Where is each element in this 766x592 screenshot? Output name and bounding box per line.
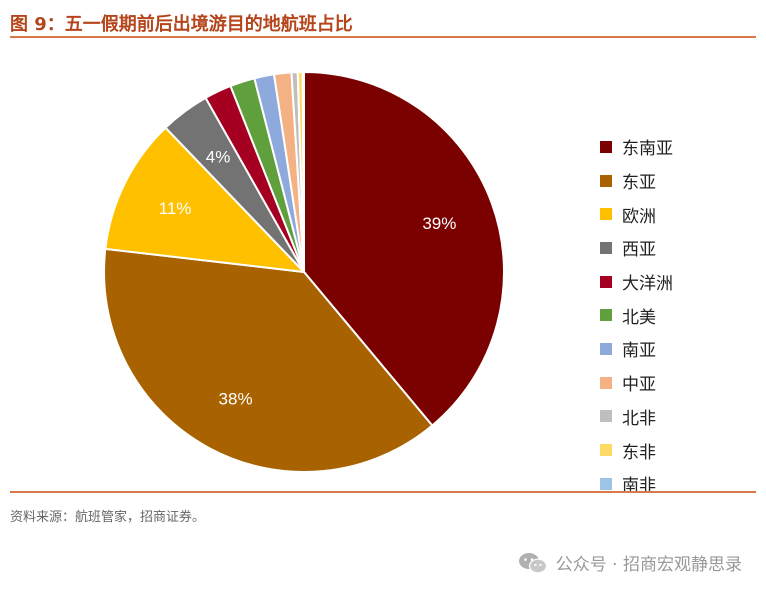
legend-label: 南亚 bbox=[622, 341, 656, 362]
pie-label-0: 39% bbox=[422, 214, 456, 233]
pie-slice-1 bbox=[103, 247, 434, 473]
legend-item: 南非 bbox=[600, 467, 673, 501]
wechat-icon bbox=[518, 552, 547, 573]
legend-item: 东南亚 bbox=[600, 130, 673, 164]
title-divider bbox=[10, 36, 756, 38]
chart-title: 图 9：五一假期前后出境游目的地航班占比 bbox=[10, 14, 353, 35]
legend-swatch bbox=[600, 275, 612, 288]
legend-item: 西亚 bbox=[600, 231, 673, 265]
pie-label-1: 38% bbox=[219, 390, 253, 409]
watermark: 公众号 · 招商宏观静思录 bbox=[518, 550, 742, 575]
pie-label-3: 4% bbox=[206, 147, 231, 166]
legend-swatch bbox=[600, 309, 612, 322]
legend-item: 东亚 bbox=[600, 164, 673, 198]
legend-swatch bbox=[600, 174, 612, 187]
legend-swatch bbox=[600, 410, 612, 423]
legend-swatch bbox=[600, 477, 612, 490]
pie-chart: 39% 38% 11% 4% bbox=[103, 70, 505, 473]
pie-label-2: 11% bbox=[159, 199, 192, 218]
legend-item: 东非 bbox=[600, 433, 673, 467]
chart-legend: 东南亚东亚欧洲西亚大洋洲北美南亚中亚北非东非南非 bbox=[600, 130, 673, 501]
legend-label: 中亚 bbox=[622, 375, 656, 396]
legend-item: 北美 bbox=[600, 298, 673, 332]
legend-swatch bbox=[600, 241, 612, 254]
legend-item: 南亚 bbox=[600, 332, 673, 366]
legend-label: 北非 bbox=[622, 408, 656, 429]
legend-swatch bbox=[600, 140, 612, 153]
legend-item: 大洋洲 bbox=[600, 265, 673, 299]
legend-label: 西亚 bbox=[622, 240, 656, 261]
legend-item: 北非 bbox=[600, 400, 673, 434]
legend-swatch bbox=[600, 342, 612, 355]
chart-area: 39% 38% 11% 4% 东南亚 东亚 欧洲 西亚 大洋洲 北美 南亚 中亚 北非 东非 南非 bbox=[10, 50, 756, 496]
legend-item: 中亚 bbox=[600, 366, 673, 400]
pie-slice-0 bbox=[303, 70, 505, 427]
pie-slice-10 bbox=[301, 70, 305, 273]
watermark-text: 公众号 · 招商宏观静思录 bbox=[555, 555, 742, 575]
pie-slice-2 bbox=[104, 126, 307, 274]
legend-label: 东南亚 bbox=[622, 139, 673, 160]
legend-swatch bbox=[600, 376, 612, 389]
source-note: 资料来源：航班管家，招商证券。 bbox=[10, 510, 206, 525]
legend-swatch bbox=[600, 208, 612, 221]
legend-label: 北美 bbox=[622, 307, 656, 328]
legend-item: 欧洲 bbox=[600, 197, 673, 231]
legend-swatch bbox=[600, 444, 612, 457]
legend-label: 欧洲 bbox=[622, 206, 656, 227]
legend-label: 东非 bbox=[622, 442, 656, 463]
legend-label: 东亚 bbox=[622, 173, 656, 194]
legend-label: 大洋洲 bbox=[622, 274, 673, 295]
source-divider bbox=[10, 491, 756, 493]
